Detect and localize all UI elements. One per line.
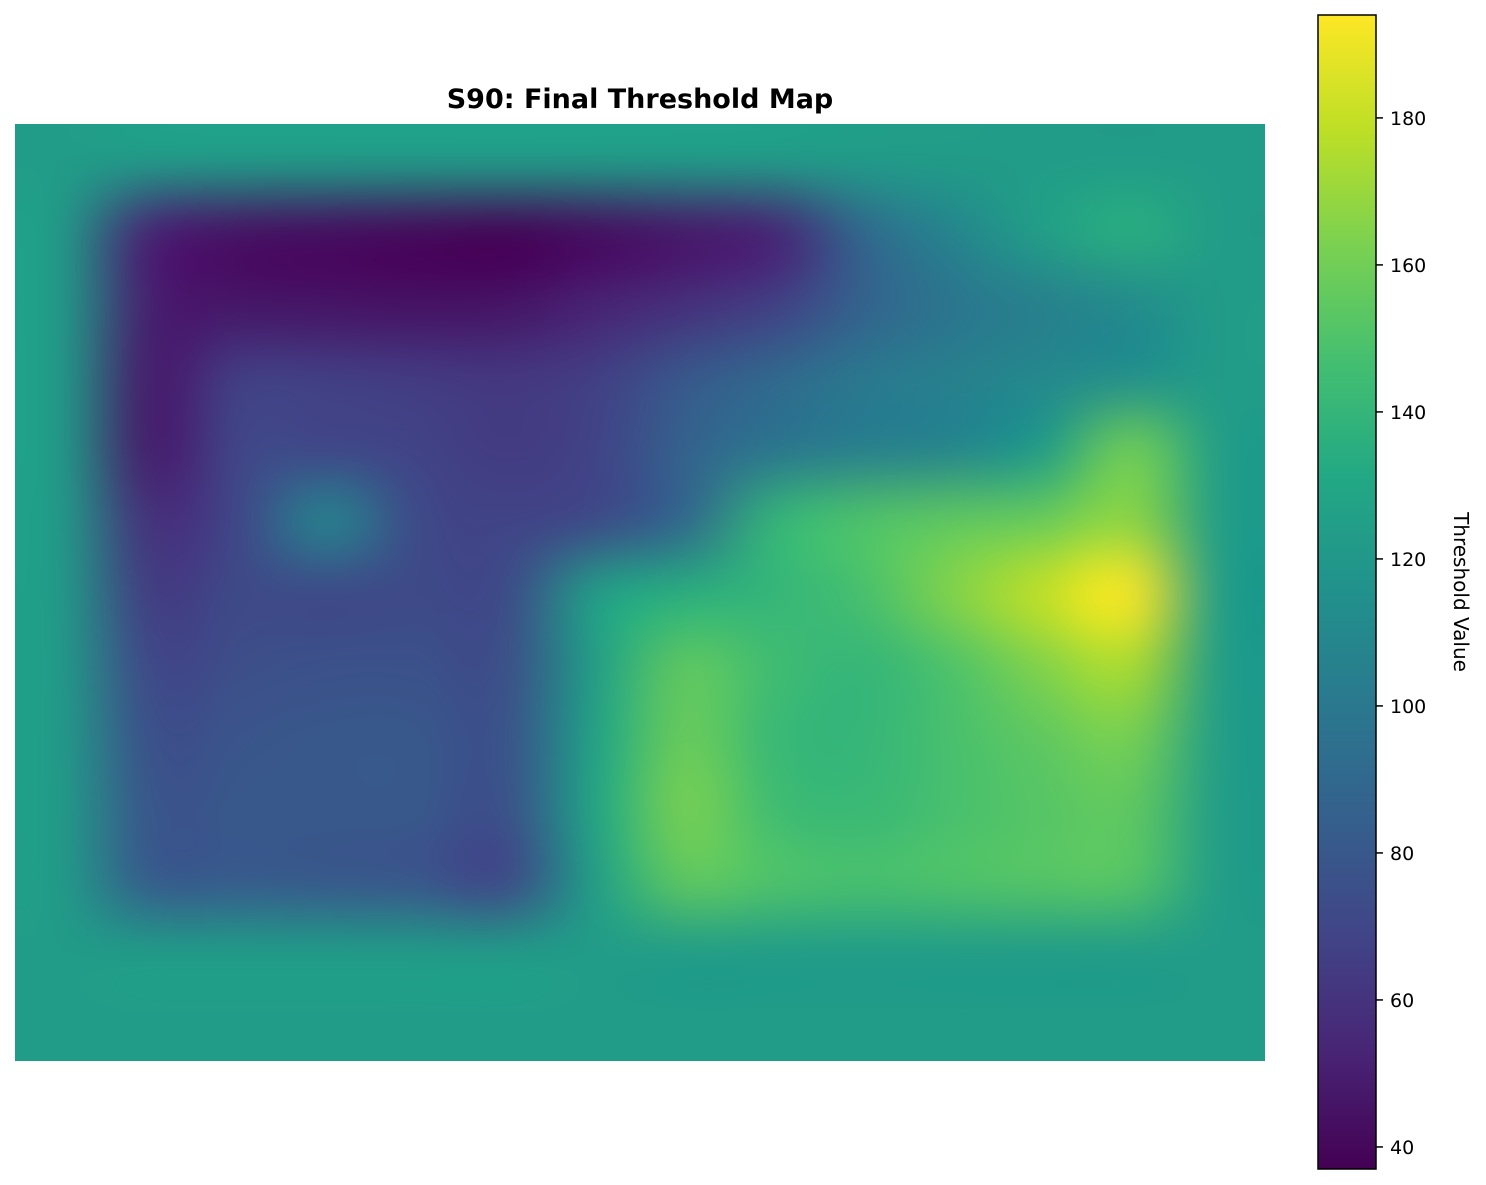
- colorbar-ticks: 40 60 80 100 120 140 160 180: [1376, 108, 1426, 1159]
- colorbar-label: Threshold Value: [1449, 511, 1473, 672]
- chart-title: S90: Final Threshold Map: [446, 84, 834, 115]
- heatmap-image: [15, 124, 1265, 1061]
- colorbar: 40 60 80 100 120 140 160 180 Threshold Value: [1317, 14, 1473, 1170]
- colorbar-tick-label: 140: [1390, 402, 1426, 424]
- colorbar-tick-label: 160: [1390, 255, 1426, 277]
- colorbar-tick-label: 40: [1390, 1137, 1414, 1159]
- colorbar-tick-label: 80: [1390, 843, 1414, 865]
- colorbar-gradient: [1317, 14, 1377, 1170]
- colorbar-tick-label: 120: [1390, 549, 1426, 571]
- colorbar-tick-label: 100: [1390, 696, 1426, 718]
- colorbar-tick-label: 60: [1390, 990, 1414, 1012]
- colorbar-tick-label: 180: [1390, 108, 1426, 130]
